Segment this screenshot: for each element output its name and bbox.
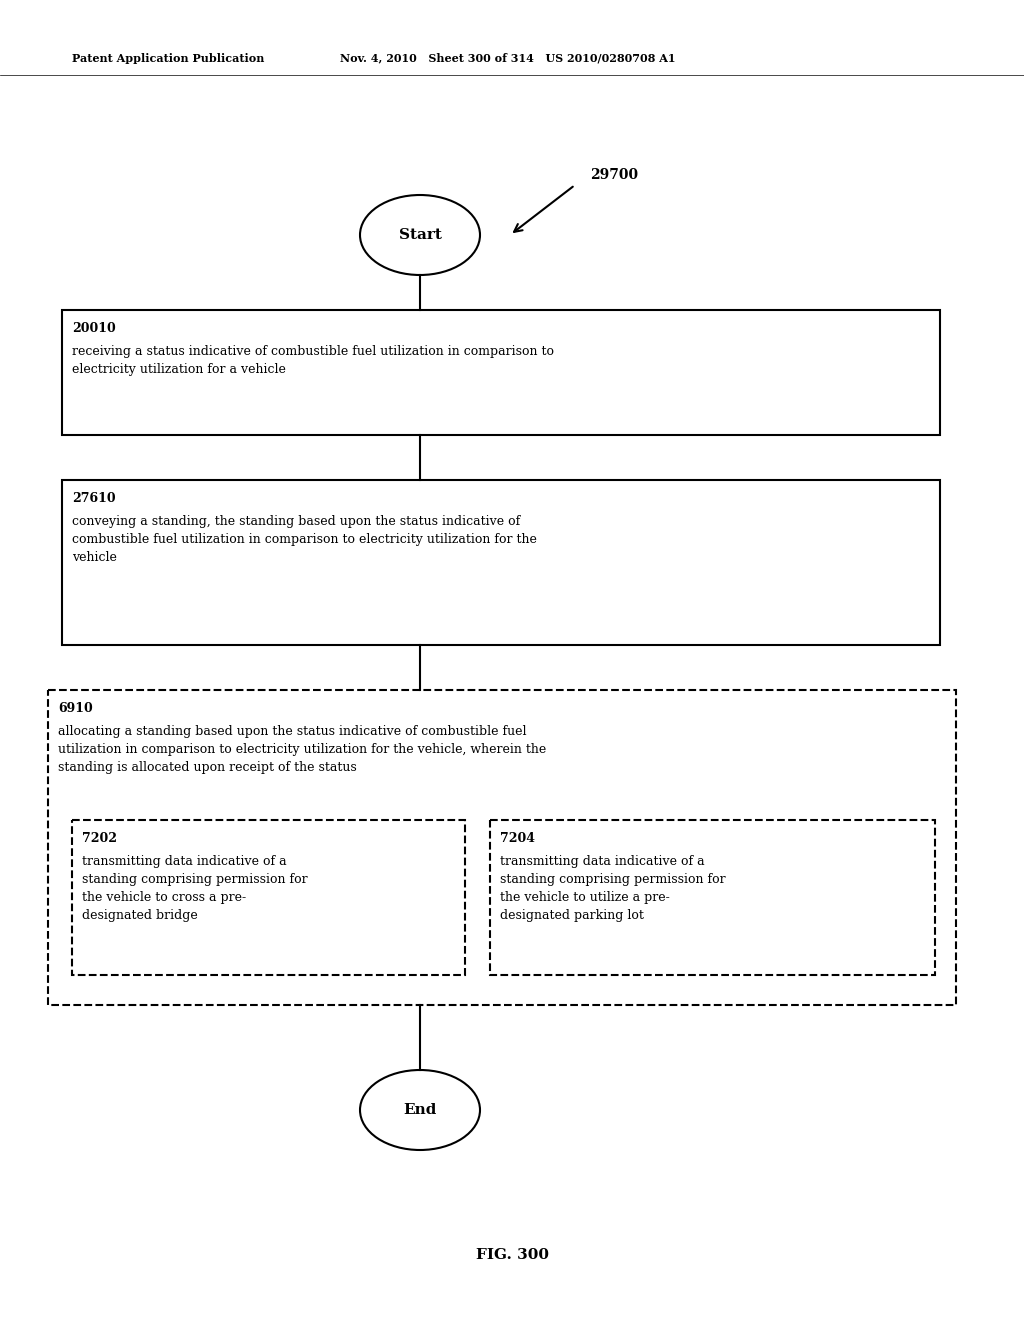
Text: End: End <box>403 1104 436 1117</box>
Text: 6910: 6910 <box>58 702 93 715</box>
Text: 29700: 29700 <box>590 168 638 182</box>
Bar <box>48 690 956 1005</box>
Ellipse shape <box>360 1071 480 1150</box>
Text: transmitting data indicative of a
standing comprising permission for
the vehicle: transmitting data indicative of a standi… <box>82 855 307 921</box>
Text: 27610: 27610 <box>72 492 116 506</box>
Bar <box>490 820 935 975</box>
Text: 7204: 7204 <box>500 832 535 845</box>
Text: transmitting data indicative of a
standing comprising permission for
the vehicle: transmitting data indicative of a standi… <box>500 855 726 921</box>
Text: conveying a standing, the standing based upon the status indicative of
combustib: conveying a standing, the standing based… <box>72 515 537 564</box>
Ellipse shape <box>360 195 480 275</box>
Text: receiving a status indicative of combustible fuel utilization in comparison to
e: receiving a status indicative of combust… <box>72 345 554 376</box>
Text: FIG. 300: FIG. 300 <box>475 1247 549 1262</box>
Text: allocating a standing based upon the status indicative of combustible fuel
utili: allocating a standing based upon the sta… <box>58 725 546 774</box>
Bar <box>72 820 465 975</box>
Text: 20010: 20010 <box>72 322 116 335</box>
Text: 7202: 7202 <box>82 832 117 845</box>
Bar <box>62 310 940 436</box>
Text: Nov. 4, 2010   Sheet 300 of 314   US 2010/0280708 A1: Nov. 4, 2010 Sheet 300 of 314 US 2010/02… <box>340 53 676 63</box>
Text: Start: Start <box>398 228 441 242</box>
Bar <box>62 480 940 645</box>
Text: Patent Application Publication: Patent Application Publication <box>72 53 264 63</box>
